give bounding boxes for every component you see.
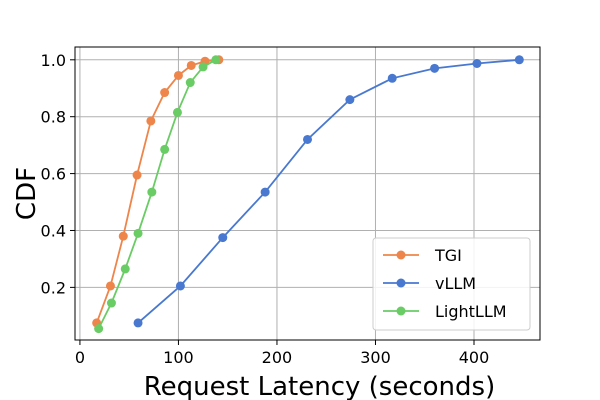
legend-label-vllm: vLLM (435, 274, 476, 293)
legend-marker-lightllm (396, 306, 406, 316)
legend-item-vllm: vLLM (383, 274, 476, 293)
y-tick-label: 0.8 (41, 108, 66, 127)
x-tick-label: 200 (262, 348, 293, 367)
x-axis-title: Request Latency (seconds) (144, 372, 495, 400)
y-axis-title: CDF (12, 167, 42, 220)
data-point-vllm (303, 134, 312, 144)
data-point-vllm (175, 281, 185, 291)
data-point-vllm (133, 318, 143, 328)
x-tick-label: 0 (75, 348, 85, 367)
series-line-tgi (95, 58, 219, 324)
data-point-lightllm (172, 107, 182, 117)
series-line-vllm (137, 58, 520, 324)
data-point-vllm (387, 73, 397, 83)
legend-label-tgi: TGI (434, 246, 462, 265)
data-point-tgi (173, 70, 183, 80)
data-point-tgi (160, 88, 170, 98)
data-point-tgi (146, 116, 156, 126)
data-point-vllm (260, 187, 270, 197)
y-tick-label: 0.2 (41, 278, 66, 297)
data-point-vllm (218, 233, 228, 243)
series-vllm (133, 55, 524, 328)
data-point-lightllm (133, 228, 143, 238)
data-point-lightllm (211, 55, 221, 65)
data-point-vllm (430, 63, 440, 73)
data-point-vllm (514, 55, 524, 65)
data-point-tgi (118, 231, 128, 241)
x-tick-label: 300 (360, 348, 391, 367)
plot-frame (74, 46, 541, 341)
series-lightllm (94, 55, 221, 334)
data-point-lightllm (198, 62, 208, 72)
legend-item-lightllm: LightLLM (383, 302, 507, 321)
series-line-lightllm (97, 59, 217, 330)
legend-label-lightllm: LightLLM (435, 302, 507, 321)
legend-box (372, 237, 531, 331)
data-point-lightllm (120, 264, 130, 274)
data-point-lightllm (147, 187, 157, 197)
data-point-lightllm (160, 144, 170, 154)
y-tick-label: 1.0 (41, 51, 66, 70)
axis-ticks: 0 100 200 300 400 0.2 0.4 0.6 0.8 1.0 (41, 51, 490, 367)
x-tick-label: 400 (459, 348, 490, 367)
series-layer (92, 55, 524, 334)
legend-item-tgi: TGI (383, 246, 462, 265)
data-point-tgi (105, 281, 115, 291)
series-tgi (92, 55, 224, 328)
y-tick-label: 0.6 (41, 165, 66, 184)
data-point-vllm (472, 58, 482, 68)
grid (75, 47, 540, 340)
legend-marker-vllm (396, 278, 406, 288)
data-point-lightllm (94, 324, 104, 334)
data-point-lightllm (106, 298, 116, 308)
y-tick-label: 0.4 (41, 221, 66, 240)
legend-marker-tgi (396, 250, 406, 260)
data-point-lightllm (185, 78, 195, 88)
x-tick-label: 100 (163, 348, 194, 367)
data-point-tgi (186, 60, 196, 70)
data-point-vllm (345, 95, 355, 105)
data-point-tgi (132, 170, 142, 180)
legend: TGI vLLM LightLLM (372, 237, 531, 331)
